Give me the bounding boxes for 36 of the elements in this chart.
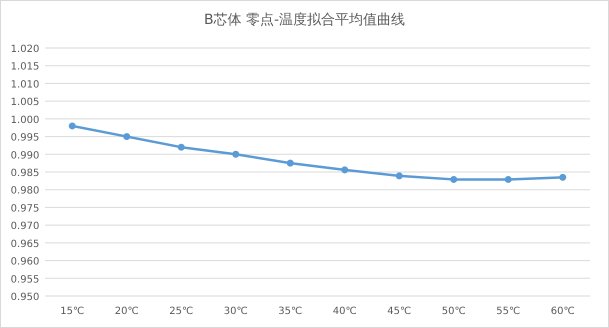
point bbox=[286, 160, 294, 167]
point bbox=[396, 172, 403, 180]
y-tick-label: 0.985 bbox=[10, 168, 40, 179]
y-tick-label: 1.020 bbox=[10, 44, 40, 55]
y-tick-label: 0.975 bbox=[10, 203, 40, 214]
y-tick-label: 1.000 bbox=[10, 114, 40, 126]
point bbox=[68, 122, 76, 130]
x-tick-label: 45℃ bbox=[387, 306, 412, 317]
y-tick-label: 0.970 bbox=[10, 221, 40, 232]
point bbox=[504, 176, 512, 183]
x-tick-label: 20℃ bbox=[114, 306, 139, 317]
x-tick-label: 50℃ bbox=[442, 306, 466, 317]
point bbox=[559, 174, 566, 181]
y-tick-label: 1.010 bbox=[10, 79, 40, 90]
x-tick-label: 15℃ bbox=[60, 306, 84, 317]
x-tick-label: 55℃ bbox=[496, 306, 520, 317]
x-tick-label: 60℃ bbox=[550, 306, 575, 317]
y-tick-label: 0.960 bbox=[10, 256, 40, 268]
point bbox=[450, 176, 458, 183]
point bbox=[341, 166, 348, 174]
y-tick-label: 0.990 bbox=[10, 150, 40, 162]
x-tick-label: 40℃ bbox=[332, 306, 357, 317]
y-tick-label: 1.005 bbox=[10, 97, 40, 108]
y-tick-label: 0.950 bbox=[10, 292, 40, 303]
point bbox=[232, 150, 240, 158]
point bbox=[123, 133, 130, 140]
x-tick-label: 30℃ bbox=[224, 306, 248, 317]
y-tick-label: 0.955 bbox=[10, 274, 40, 286]
chart-title: B芯体 零点-温度拟合平均值曲线 bbox=[204, 12, 406, 28]
y-tick-label: 0.980 bbox=[10, 186, 40, 197]
y-tick-label: 0.995 bbox=[10, 132, 40, 144]
y-tick-label: 1.015 bbox=[10, 62, 40, 73]
x-tick-label: 25℃ bbox=[169, 306, 194, 317]
y-tick-label: 0.965 bbox=[10, 238, 40, 250]
point bbox=[178, 144, 185, 151]
x-tick-label: 35℃ bbox=[278, 306, 302, 317]
